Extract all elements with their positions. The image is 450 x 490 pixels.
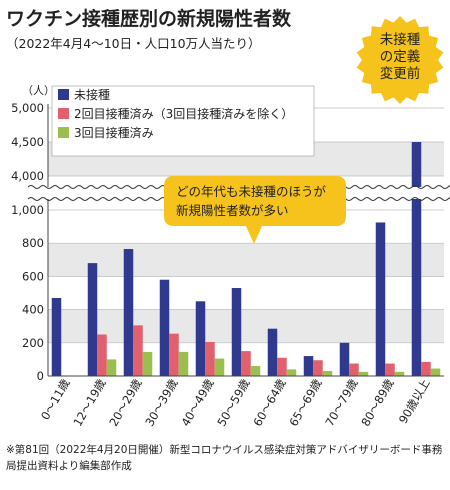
bar [303,356,314,376]
y-tick-label: 0 [37,369,44,383]
bar [286,369,297,376]
bar [313,360,323,376]
bar [411,142,422,376]
bar [385,363,395,376]
y-tick-label: 4,500 [11,135,44,149]
bar [195,301,206,376]
legend-swatch [58,108,69,119]
legend [51,85,315,157]
bar [394,371,405,376]
chart-subtitle: （2022年4月4～10日・人口10万人当たり） [6,36,261,51]
x-tick-label: 50～59歳 [214,376,253,429]
legend-label: 未接種 [74,87,110,102]
bar [375,222,386,376]
y-tick-label: 400 [22,303,44,317]
legend-swatch [58,127,69,138]
bar [322,371,333,376]
bar [87,263,98,376]
bar [421,361,431,376]
bar [169,333,179,376]
bar [358,371,369,376]
bar [277,357,287,376]
legend-label: 2回目接種済み（3回目接種済みを除く） [74,106,293,121]
y-tick-label: 800 [22,236,44,250]
callout-bubble [164,176,346,244]
x-tick-label: 90歳以上 [396,377,433,427]
x-tick-label: 60～64歳 [250,376,289,429]
bar [349,363,359,376]
badge-starburst [356,16,444,104]
callout-text: 新規陽性者数が多い [176,203,289,218]
legend-label: 3回目接種済み [74,125,154,140]
chart-title: ワクチン接種歴別の新規陽性者数 [6,8,292,30]
bar [159,279,170,376]
bar [133,325,143,376]
badge-text: の定義 [380,48,421,65]
x-tick-label: 0～11歳 [38,376,73,422]
y-tick-label: 600 [22,269,44,283]
footnote: ※第81回（2022年4月20日開催）新型コロナウイルス感染症対策アドバイザリー… [6,444,443,472]
x-tick-label: 30～39歳 [142,376,181,429]
x-tick-label: 40～49歳 [178,376,217,429]
y-tick-label: 4,000 [11,169,44,183]
x-tick-label: 80～89歳 [358,376,397,429]
callout-text: どの年代も未接種のほうが [176,184,327,199]
bar [430,368,441,376]
bar [178,351,189,376]
bar-chart: 0 200 400 600 800 1,000 4,000 4,500 5,000 （人） 0～11… [11,84,450,429]
bar [241,351,251,376]
x-tick-label: 65～69歳 [286,376,325,429]
bar [97,334,107,376]
bar [142,351,153,376]
y-tick-label: 200 [22,336,44,350]
bar [231,288,242,376]
bar [250,366,261,376]
bar [267,328,278,376]
x-tick-label: 20～29歳 [106,376,145,429]
badge-text: 変更前 [380,65,421,82]
bar [106,359,117,376]
x-tick-label: 12～19歳 [70,376,109,429]
bar [123,249,134,376]
y-axis-label: （人） [22,84,55,97]
x-tick-label: 70～79歳 [322,376,361,429]
bar [339,342,350,376]
bar [205,341,215,376]
bar [51,297,62,376]
y-tick-label: 5,000 [11,101,44,115]
y-tick-label: 1,000 [11,203,44,217]
badge-text: 未接種 [380,31,421,48]
bar [214,358,225,376]
legend-swatch [58,89,69,100]
